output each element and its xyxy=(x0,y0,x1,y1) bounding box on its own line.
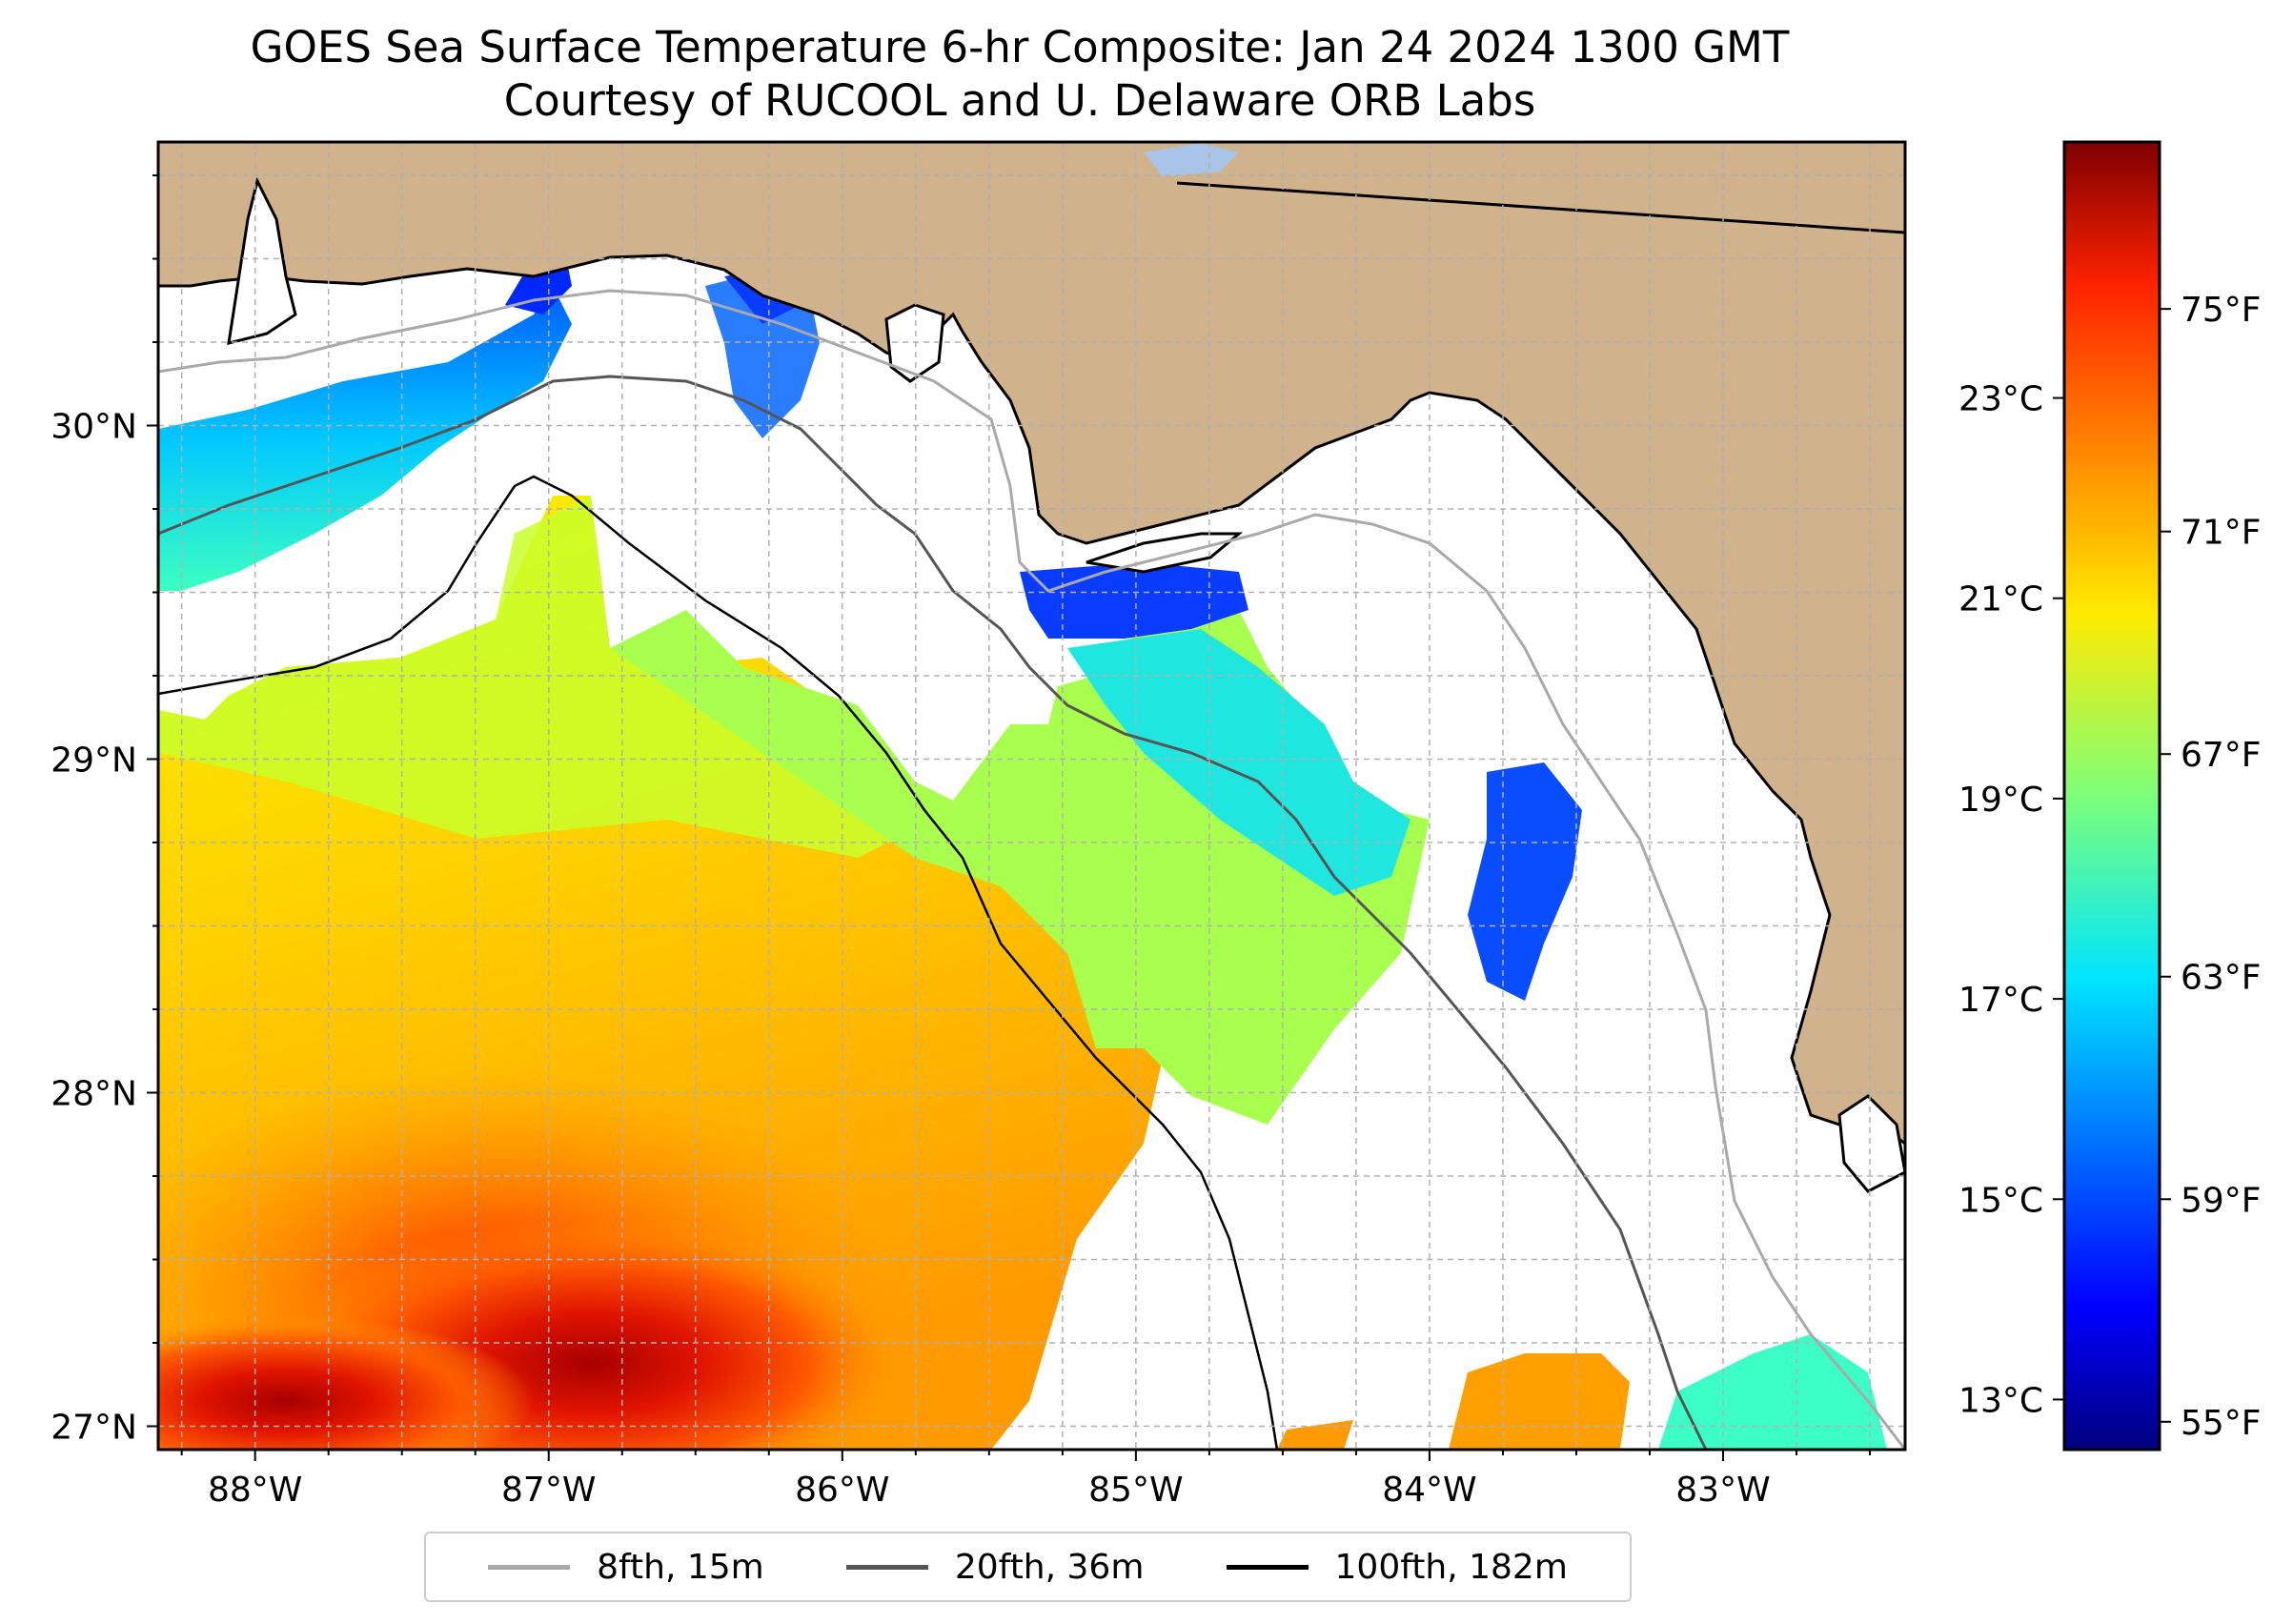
colorbar-f-label: 67°F xyxy=(2181,736,2262,775)
map-grid xyxy=(158,142,1905,1450)
contour-20fth xyxy=(158,375,1708,1450)
green-band xyxy=(158,496,953,858)
colorbar-f-label: 75°F xyxy=(2181,291,2262,330)
colorbar-f-label: 55°F xyxy=(2181,1404,2262,1443)
bathymetry-contours xyxy=(158,289,1905,1450)
lon-tick-label: 87°W xyxy=(501,1471,596,1510)
lat-tick-label: 28°N xyxy=(51,1075,137,1114)
longitude-axis: 88°W 87°W 86°W 85°W 84°W 83°W xyxy=(180,1450,1872,1510)
colorbar-c-label: 13°C xyxy=(1958,1381,2043,1420)
contour-8fth xyxy=(158,289,1905,1450)
legend-line-20fth xyxy=(845,1564,928,1570)
lake-seminole xyxy=(1144,143,1239,176)
lat-tick-label: 30°N xyxy=(51,408,137,447)
colorbar-c-label: 23°C xyxy=(1958,380,2043,419)
lon-tick-label: 86°W xyxy=(795,1471,889,1510)
title-line-2: Courtesy of RUCOOL and U. Delaware ORB L… xyxy=(503,75,1536,126)
sst-field xyxy=(158,238,1887,1450)
colorbar xyxy=(2062,140,2161,1451)
legend-label-100fth: 100fth, 182m xyxy=(1334,1547,1568,1587)
colorbar-f-label: 63°F xyxy=(2181,959,2262,998)
mobile-bay xyxy=(227,176,297,346)
chart-title: GOES Sea Surface Temperature 6-hr Compos… xyxy=(0,21,2039,128)
lon-tick-label: 84°W xyxy=(1382,1471,1476,1510)
colorbar-c-label: 21°C xyxy=(1958,580,2043,619)
lat-tick-label: 29°N xyxy=(51,741,137,781)
lat-tick-label: 27°N xyxy=(51,1409,137,1448)
legend-line-8fth xyxy=(488,1564,571,1570)
legend-item-100fth: 100fth, 182m xyxy=(1226,1547,1568,1587)
warm-core-west xyxy=(158,1315,534,1450)
florida-alabama-land xyxy=(158,142,1905,1146)
colorbar-c-label: 15°C xyxy=(1958,1181,2043,1220)
colorbar-celsius-ticks: 23°C 21°C 19°C 17°C 15°C 13°C xyxy=(1958,380,2064,1420)
tampa-cool-patch xyxy=(1658,1334,1887,1450)
apalachicola-bay xyxy=(1086,532,1244,574)
lon-tick-label: 88°W xyxy=(208,1471,302,1510)
plot-frame xyxy=(156,140,1907,1451)
lon-tick-label: 83°W xyxy=(1675,1471,1770,1510)
small-warm-patch xyxy=(1277,1420,1353,1450)
cedar-key-cold xyxy=(1468,762,1582,1001)
colorbar-c-label: 19°C xyxy=(1958,781,2043,820)
contour-100fth xyxy=(158,475,1279,1450)
cool-nearshore-west xyxy=(158,286,572,591)
land-layer xyxy=(158,142,1905,1193)
legend-item-20fth: 20fth, 36m xyxy=(845,1547,1145,1587)
colorbar-f-label: 59°F xyxy=(2181,1181,2262,1220)
state-border xyxy=(1176,181,1905,234)
st-andrew-bay xyxy=(884,303,945,383)
legend-line-100fth xyxy=(1226,1564,1309,1570)
title-line-1: GOES Sea Surface Temperature 6-hr Compos… xyxy=(250,22,1790,72)
big-bend-cyan xyxy=(1067,629,1410,896)
tampa-bay xyxy=(1837,1094,1905,1193)
colorbar-fahrenheit-ticks: 75°F 71°F 67°F 63°F 59°F 55°F xyxy=(2160,291,2262,1443)
legend: 8fth, 15m 20fth, 36m 100fth, 182m xyxy=(424,1532,1632,1602)
lon-tick-label: 85°W xyxy=(1088,1471,1183,1510)
latitude-axis: 27°N 28°N 29°N 30°N xyxy=(51,174,158,1448)
colorbar-f-label: 71°F xyxy=(2181,514,2262,553)
legend-label-20fth: 20fth, 36m xyxy=(954,1547,1145,1587)
legend-label-8fth: 8fth, 15m xyxy=(597,1547,764,1587)
legend-item-8fth: 8fth, 15m xyxy=(488,1548,764,1587)
colorbar-c-label: 17°C xyxy=(1958,981,2043,1020)
